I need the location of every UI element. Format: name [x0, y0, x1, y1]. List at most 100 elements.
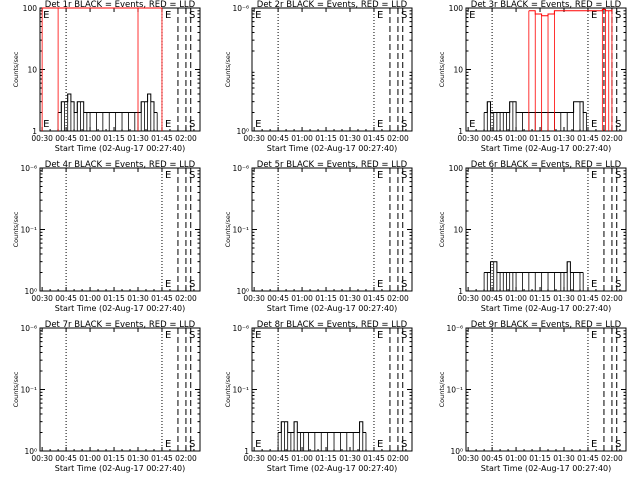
x-tick-label: 00:45	[267, 294, 289, 303]
chart-title: Det 4r BLACK = Events, RED = LLD	[45, 160, 196, 170]
plot-frame	[251, 7, 413, 132]
y-tick-label: 10⁰	[24, 447, 37, 456]
x-tick-label: 01:00	[291, 294, 313, 303]
plot-frame	[251, 167, 413, 292]
x-tick-label: 02:00	[601, 294, 623, 303]
x-axis-label: Start Time (02-Aug-17 00:27:40)	[481, 304, 612, 313]
marker-annotation-top: S	[189, 10, 195, 21]
x-tick-label: 00:45	[55, 134, 77, 143]
marker-annotation: E	[165, 279, 171, 290]
x-tick-label: 00:45	[481, 294, 503, 303]
x-axis-label: Start Time (02-Aug-17 00:27:40)	[267, 304, 398, 313]
chart-title: Det 8r BLACK = Events, RED = LLD	[257, 320, 408, 330]
x-tick-label: 01:00	[505, 294, 527, 303]
marker-annotation-top: S	[401, 10, 407, 21]
x-tick-label: 01:15	[103, 134, 125, 143]
marker-annotation-top: E	[165, 330, 171, 341]
x-tick-label: 01:30	[127, 294, 149, 303]
marker-annotation: S	[615, 279, 621, 290]
y-tick-label: 10	[453, 66, 463, 75]
marker-annotation: E	[377, 439, 383, 450]
y-tick-label: 10⁻⁶	[446, 324, 463, 333]
marker-annotation: E	[255, 119, 261, 130]
lld-series-line	[528, 8, 613, 17]
x-tick-label: 00:30	[243, 134, 265, 143]
x-tick-label: 01:45	[577, 294, 599, 303]
x-tick-label: 02:00	[387, 134, 409, 143]
y-axis-label: Counts/sec	[12, 371, 20, 407]
marker-annotation-top: E	[165, 170, 171, 181]
marker-annotation-top: E	[591, 330, 597, 341]
x-tick-label: 00:30	[243, 454, 265, 463]
x-tick-label: 00:30	[31, 454, 53, 463]
y-tick-label: 10⁻¹	[20, 226, 37, 235]
chart-panel-det-2r: Det 2r BLACK = Events, RED = LLD Start Ti…	[224, 0, 413, 153]
x-axis-label: Start Time (02-Aug-17 00:27:40)	[267, 464, 398, 473]
x-tick-label: 01:45	[363, 294, 385, 303]
y-axis-label: Counts/sec	[12, 211, 20, 247]
x-tick-label: 02:00	[175, 134, 197, 143]
chart-title: Det 7r BLACK = Events, RED = LLD	[45, 320, 196, 330]
marker-annotation: S	[189, 119, 195, 130]
y-axis-label: Counts/sec	[224, 371, 232, 407]
y-axis-label: Counts/sec	[224, 211, 232, 247]
y-tick-label: 10⁰	[236, 287, 249, 296]
y-tick-label: 1	[458, 127, 463, 136]
marker-annotation: E	[43, 119, 49, 130]
y-tick-label: 100	[449, 4, 464, 13]
y-tick-label: 10⁻⁶	[20, 164, 37, 173]
marker-annotation: E	[591, 119, 597, 130]
x-tick-label: 02:00	[387, 294, 409, 303]
x-tick-label: 02:00	[175, 454, 197, 463]
y-tick-label: 1	[32, 127, 37, 136]
x-tick-label: 01:30	[339, 134, 361, 143]
marker-annotation-top: S	[189, 330, 195, 341]
x-tick-label: 00:30	[31, 134, 53, 143]
y-axis-label: Counts/sec	[224, 51, 232, 87]
marker-annotation-top: S	[615, 170, 621, 181]
marker-annotation-top: E	[469, 10, 475, 21]
x-tick-label: 01:45	[151, 454, 173, 463]
x-tick-label: 00:30	[457, 134, 479, 143]
marker-annotation: E	[591, 279, 597, 290]
y-tick-label: 10⁻⁶	[232, 164, 249, 173]
events-series-line	[278, 421, 366, 433]
marker-annotation-top: S	[189, 170, 195, 181]
x-tick-label: 01:15	[103, 294, 125, 303]
y-tick-label: 10⁰	[450, 447, 463, 456]
x-tick-label: 01:15	[529, 294, 551, 303]
x-tick-label: 01:15	[315, 134, 337, 143]
marker-annotation: S	[615, 119, 621, 130]
marker-annotation-top: E	[255, 10, 261, 21]
x-tick-label: 01:15	[529, 134, 551, 143]
y-tick-label: 10⁰	[24, 287, 37, 296]
x-tick-label: 01:00	[291, 454, 313, 463]
x-tick-label: 00:45	[267, 454, 289, 463]
y-tick-label: 100	[449, 164, 464, 173]
x-tick-label: 00:30	[243, 294, 265, 303]
marker-annotation: E	[377, 279, 383, 290]
x-tick-label: 01:30	[553, 454, 575, 463]
y-axis-label: Counts/sec	[438, 371, 446, 407]
y-axis-label: Counts/sec	[12, 51, 20, 87]
x-tick-label: 00:45	[481, 134, 503, 143]
x-tick-label: 00:30	[457, 294, 479, 303]
marker-annotation: S	[615, 439, 621, 450]
x-tick-label: 01:45	[577, 134, 599, 143]
y-axis-label: Counts/sec	[438, 51, 446, 87]
x-tick-label: 01:45	[577, 454, 599, 463]
marker-annotation: S	[401, 279, 407, 290]
x-axis-label: Start Time (02-Aug-17 00:27:40)	[55, 144, 186, 153]
x-tick-label: 01:00	[505, 454, 527, 463]
x-tick-label: 01:30	[127, 134, 149, 143]
x-tick-label: 00:45	[55, 454, 77, 463]
x-tick-label: 02:00	[387, 454, 409, 463]
x-tick-label: 01:00	[79, 294, 101, 303]
marker-annotation-top: E	[255, 330, 261, 341]
chart-title: Det 1r BLACK = Events, RED = LLD	[45, 0, 196, 10]
chart-title: Det 3r BLACK = Events, RED = LLD	[471, 0, 622, 10]
chart-title: Det 6r BLACK = Events, RED = LLD	[471, 160, 622, 170]
y-tick-label: 10⁻⁶	[232, 4, 249, 13]
marker-annotation-top: S	[615, 330, 621, 341]
chart-panel-det-8r: Det 8r BLACK = Events, RED = LLD Start Ti…	[224, 320, 413, 473]
